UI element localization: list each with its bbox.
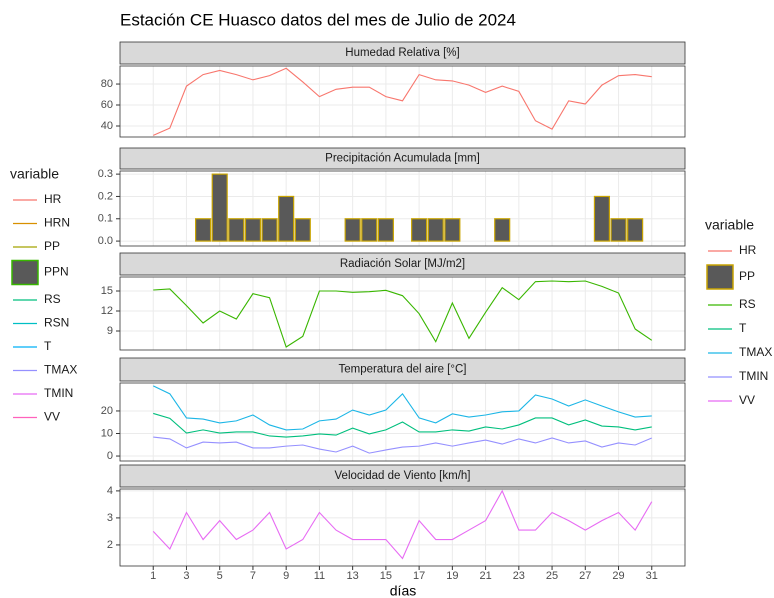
chart-title: Estación CE Huasco datos del mes de Juli…	[120, 10, 516, 29]
bar	[261, 218, 278, 242]
bar	[627, 218, 644, 242]
strip	[119, 357, 686, 382]
x-tick-label: 13	[347, 570, 359, 582]
y-tick-label: 10	[101, 427, 113, 439]
panel-border	[119, 170, 686, 247]
bar	[278, 195, 295, 242]
strip	[119, 41, 686, 65]
bar	[361, 218, 378, 242]
panel	[120, 277, 685, 350]
panel-border	[119, 65, 686, 138]
legend-key	[706, 264, 734, 290]
panel-title: Precipitación Acumulada [mm]	[325, 153, 480, 165]
x-tick-label: 15	[380, 570, 392, 582]
panel-border	[119, 488, 686, 567]
panel-border	[119, 276, 686, 351]
y-tick-label: 9	[107, 325, 113, 337]
bar	[294, 218, 311, 242]
x-tick-label: 27	[579, 570, 591, 582]
bar	[228, 218, 245, 242]
bar	[211, 173, 228, 242]
line	[153, 436, 652, 454]
y-tick-label: 0.3	[98, 168, 113, 180]
x-tick-label: 23	[513, 570, 525, 582]
line	[153, 67, 652, 136]
bar	[195, 218, 212, 242]
legend-label: RS	[44, 292, 61, 306]
y-tick-label: 12	[101, 305, 113, 317]
y-tick-label: 3	[107, 512, 113, 524]
legend-key	[11, 259, 39, 286]
y-tick-label: 4	[107, 485, 113, 497]
y-tick-label: 0	[107, 450, 113, 462]
line	[153, 412, 652, 438]
legend-title: variable	[705, 217, 754, 233]
legend-label: HRN	[44, 216, 70, 230]
x-tick-label: 19	[446, 570, 458, 582]
line	[152, 489, 653, 560]
bar	[344, 218, 361, 242]
legend-label: RS	[739, 297, 756, 311]
bar	[377, 218, 394, 242]
line	[152, 385, 652, 431]
line	[153, 280, 653, 348]
legend-label: TMIN	[739, 369, 768, 383]
x-tick-label: 5	[217, 570, 223, 582]
legend-title: variable	[10, 166, 59, 182]
legend-label: PP	[739, 269, 755, 283]
legend-label: T	[739, 321, 747, 335]
legend-label: TMIN	[44, 386, 73, 400]
legend-label: VV	[739, 393, 755, 407]
y-tick-label: 0.1	[98, 213, 113, 225]
legend-label: HR	[739, 243, 757, 257]
panel-title: Temperatura del aire [°C]	[339, 364, 467, 376]
panel-title: Velocidad de Viento [km/h]	[335, 470, 471, 482]
panel-title: Humedad Relativa [%]	[345, 47, 459, 59]
legend-label: T	[44, 339, 52, 353]
bar	[494, 218, 511, 242]
bar	[411, 218, 428, 242]
x-tick-label: 21	[479, 570, 491, 582]
y-tick-label: 20	[101, 405, 113, 417]
legend-label: PP	[44, 239, 60, 253]
x-tick-label: 31	[646, 570, 658, 582]
legend-label: HR	[44, 192, 62, 206]
bar	[610, 218, 627, 242]
y-tick-label: 0.2	[98, 190, 113, 202]
panel	[120, 66, 685, 137]
bar	[244, 218, 262, 242]
legend-label: TMAX	[44, 363, 77, 377]
legend-label: VV	[44, 410, 60, 424]
y-tick-label: 80	[101, 78, 113, 90]
strip	[119, 252, 686, 276]
strip	[119, 147, 686, 170]
legend-label: TMAX	[739, 345, 772, 359]
x-tick-label: 17	[413, 570, 425, 582]
x-tick-label: 29	[612, 570, 624, 582]
panel-border	[119, 382, 686, 462]
y-tick-label: 0.0	[98, 235, 113, 247]
legend-label: RSN	[44, 316, 69, 330]
panel	[120, 489, 685, 566]
y-tick-label: 15	[101, 285, 113, 297]
x-tick-label: 25	[546, 570, 558, 582]
y-tick-label: 40	[101, 120, 113, 132]
x-tick-label: 9	[283, 570, 289, 582]
x-tick-label: 7	[250, 570, 256, 582]
bar	[593, 195, 610, 242]
x-tick-label: 1	[150, 570, 156, 582]
legend-label: PPN	[44, 265, 69, 279]
x-axis-title: días	[390, 583, 416, 598]
bar	[444, 218, 461, 242]
y-tick-label: 60	[101, 99, 113, 111]
x-tick-label: 3	[183, 570, 189, 582]
bar	[427, 218, 444, 242]
y-tick-label: 2	[107, 539, 113, 551]
x-tick-label: 11	[314, 570, 325, 582]
strip	[119, 464, 686, 488]
panel-title: Radiación Solar [MJ/m2]	[340, 258, 465, 270]
